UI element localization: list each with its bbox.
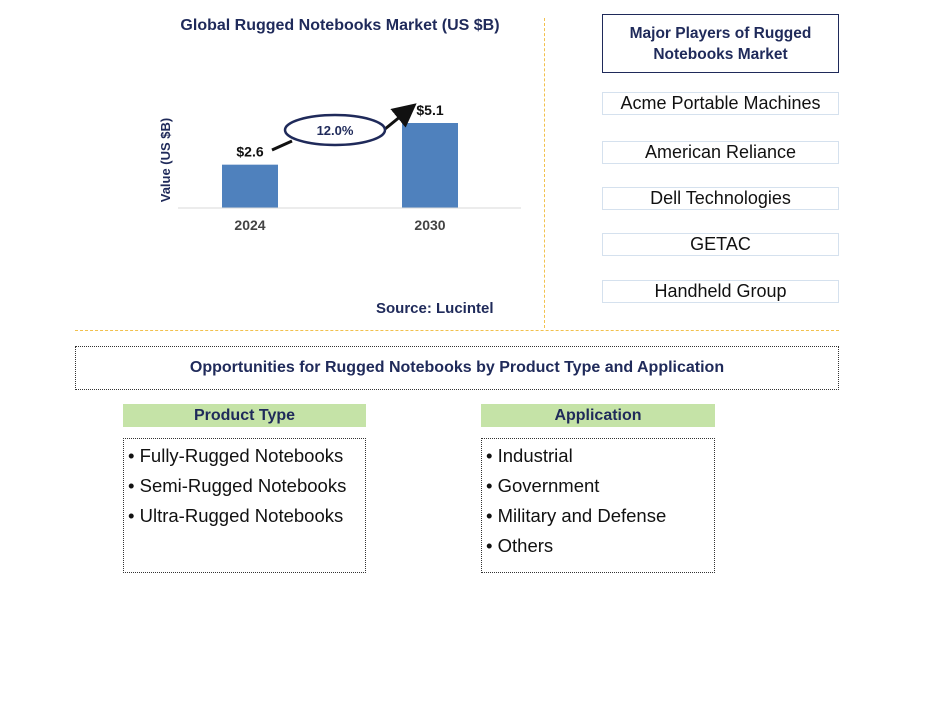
player-american-reliance: American Reliance	[602, 141, 839, 164]
list-item: Others	[486, 531, 714, 561]
bar-2030	[402, 123, 458, 208]
players-title: Major Players of Rugged Notebooks Market	[602, 14, 839, 73]
player-acme: Acme Portable Machines	[602, 92, 839, 115]
data-label-2030: $5.1	[416, 102, 443, 118]
cagr-label: 12.0%	[317, 123, 354, 138]
list-item: Government	[486, 471, 714, 501]
product-type-header: Product Type	[123, 404, 366, 427]
x-tick-label-2024: 2024	[234, 217, 265, 233]
x-tick-label-2030: 2030	[414, 217, 445, 233]
horizontal-divider	[75, 330, 839, 331]
bar-2024	[222, 164, 278, 208]
player-handheld: Handheld Group	[602, 280, 839, 303]
list-item: Military and Defense	[486, 501, 714, 531]
data-label-2024: $2.6	[236, 144, 263, 160]
cagr-ellipse	[283, 113, 387, 147]
product-type-list: Fully-Rugged Notebooks Semi-Rugged Noteb…	[123, 438, 366, 573]
growth-arrow	[271, 107, 412, 152]
y-axis-label: Value (US $B)	[158, 118, 173, 203]
source-note: Source: Lucintel	[376, 300, 494, 317]
application-list: Industrial Government Military and Defen…	[481, 438, 715, 573]
player-dell: Dell Technologies	[602, 187, 839, 210]
list-item: Ultra-Rugged Notebooks	[128, 501, 365, 531]
list-item: Semi-Rugged Notebooks	[128, 471, 365, 501]
list-item: Industrial	[486, 441, 714, 471]
vertical-divider	[544, 18, 545, 328]
application-header: Application	[481, 404, 715, 427]
opportunities-title: Opportunities for Rugged Notebooks by Pr…	[75, 346, 839, 390]
list-item: Fully-Rugged Notebooks	[128, 441, 365, 471]
bar-chart: Value (US $B) $2.6 2024 $5.1 2030 12.0%	[158, 0, 521, 233]
player-getac: GETAC	[602, 233, 839, 256]
chart-title: Global Rugged Notebooks Market (US $B)	[180, 17, 500, 34]
